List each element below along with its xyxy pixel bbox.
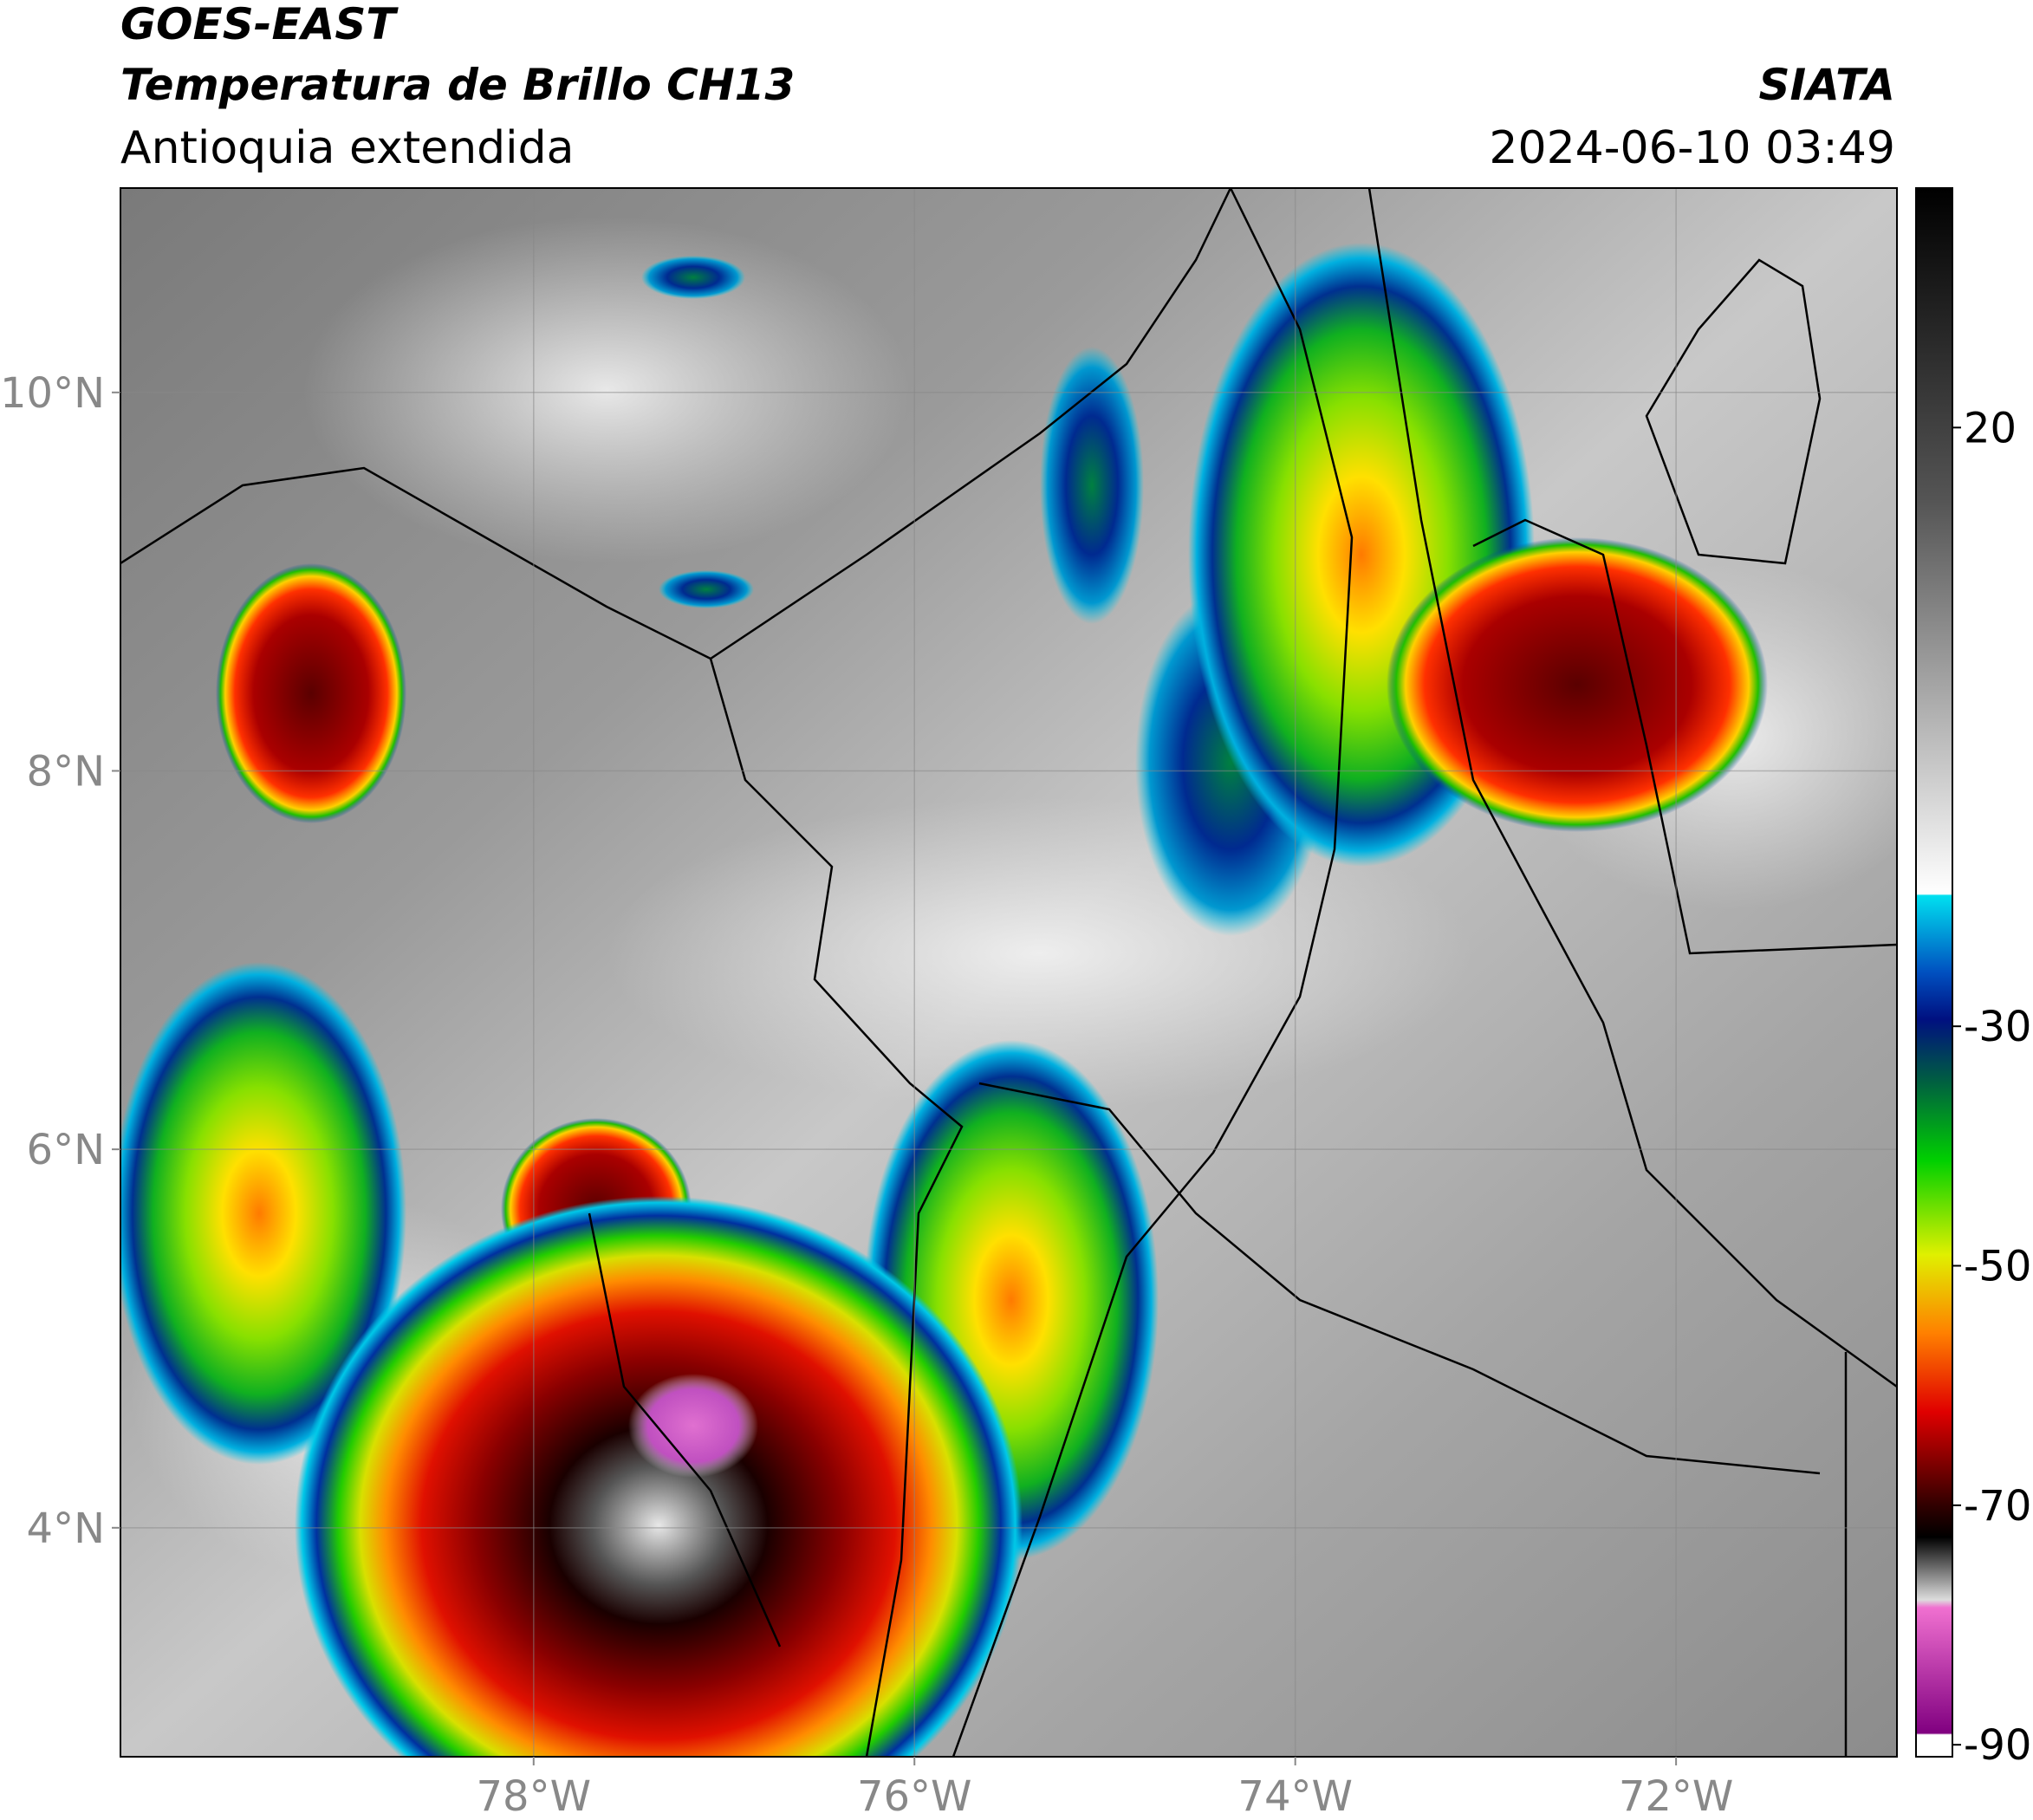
product: Temperatura de Brillo CH13 <box>120 60 795 110</box>
colorbar <box>1915 187 1953 1758</box>
x-tick-label: 76°W <box>857 1772 972 1820</box>
x-tick-label: 78°W <box>477 1772 592 1820</box>
y-tick-label: 8°N <box>27 747 105 796</box>
colorbar-tick-label: -30 <box>1964 1003 2031 1051</box>
region: Antioquia extendida <box>120 122 575 174</box>
y-tick-label: 6°N <box>27 1126 105 1174</box>
x-tick-label: 74°W <box>1237 1772 1353 1820</box>
colorbar-tick-label: 20 <box>1964 404 2017 452</box>
x-tick-label: 72°W <box>1619 1772 1734 1820</box>
y-tick-label: 10°N <box>0 369 105 418</box>
map-image <box>120 188 1897 1757</box>
datetime: 2024-06-10 03:49 <box>1489 122 1895 174</box>
colorbar-tick-label: -90 <box>1964 1721 2031 1770</box>
satellite: GOES-EAST <box>120 0 399 49</box>
map-frame <box>120 187 1898 1758</box>
colorbar-tick-label: -70 <box>1964 1482 2031 1531</box>
colorbar-tick-label: -50 <box>1964 1243 2031 1291</box>
y-tick-label: 4°N <box>27 1505 105 1553</box>
source: SIATA <box>1759 60 1895 110</box>
